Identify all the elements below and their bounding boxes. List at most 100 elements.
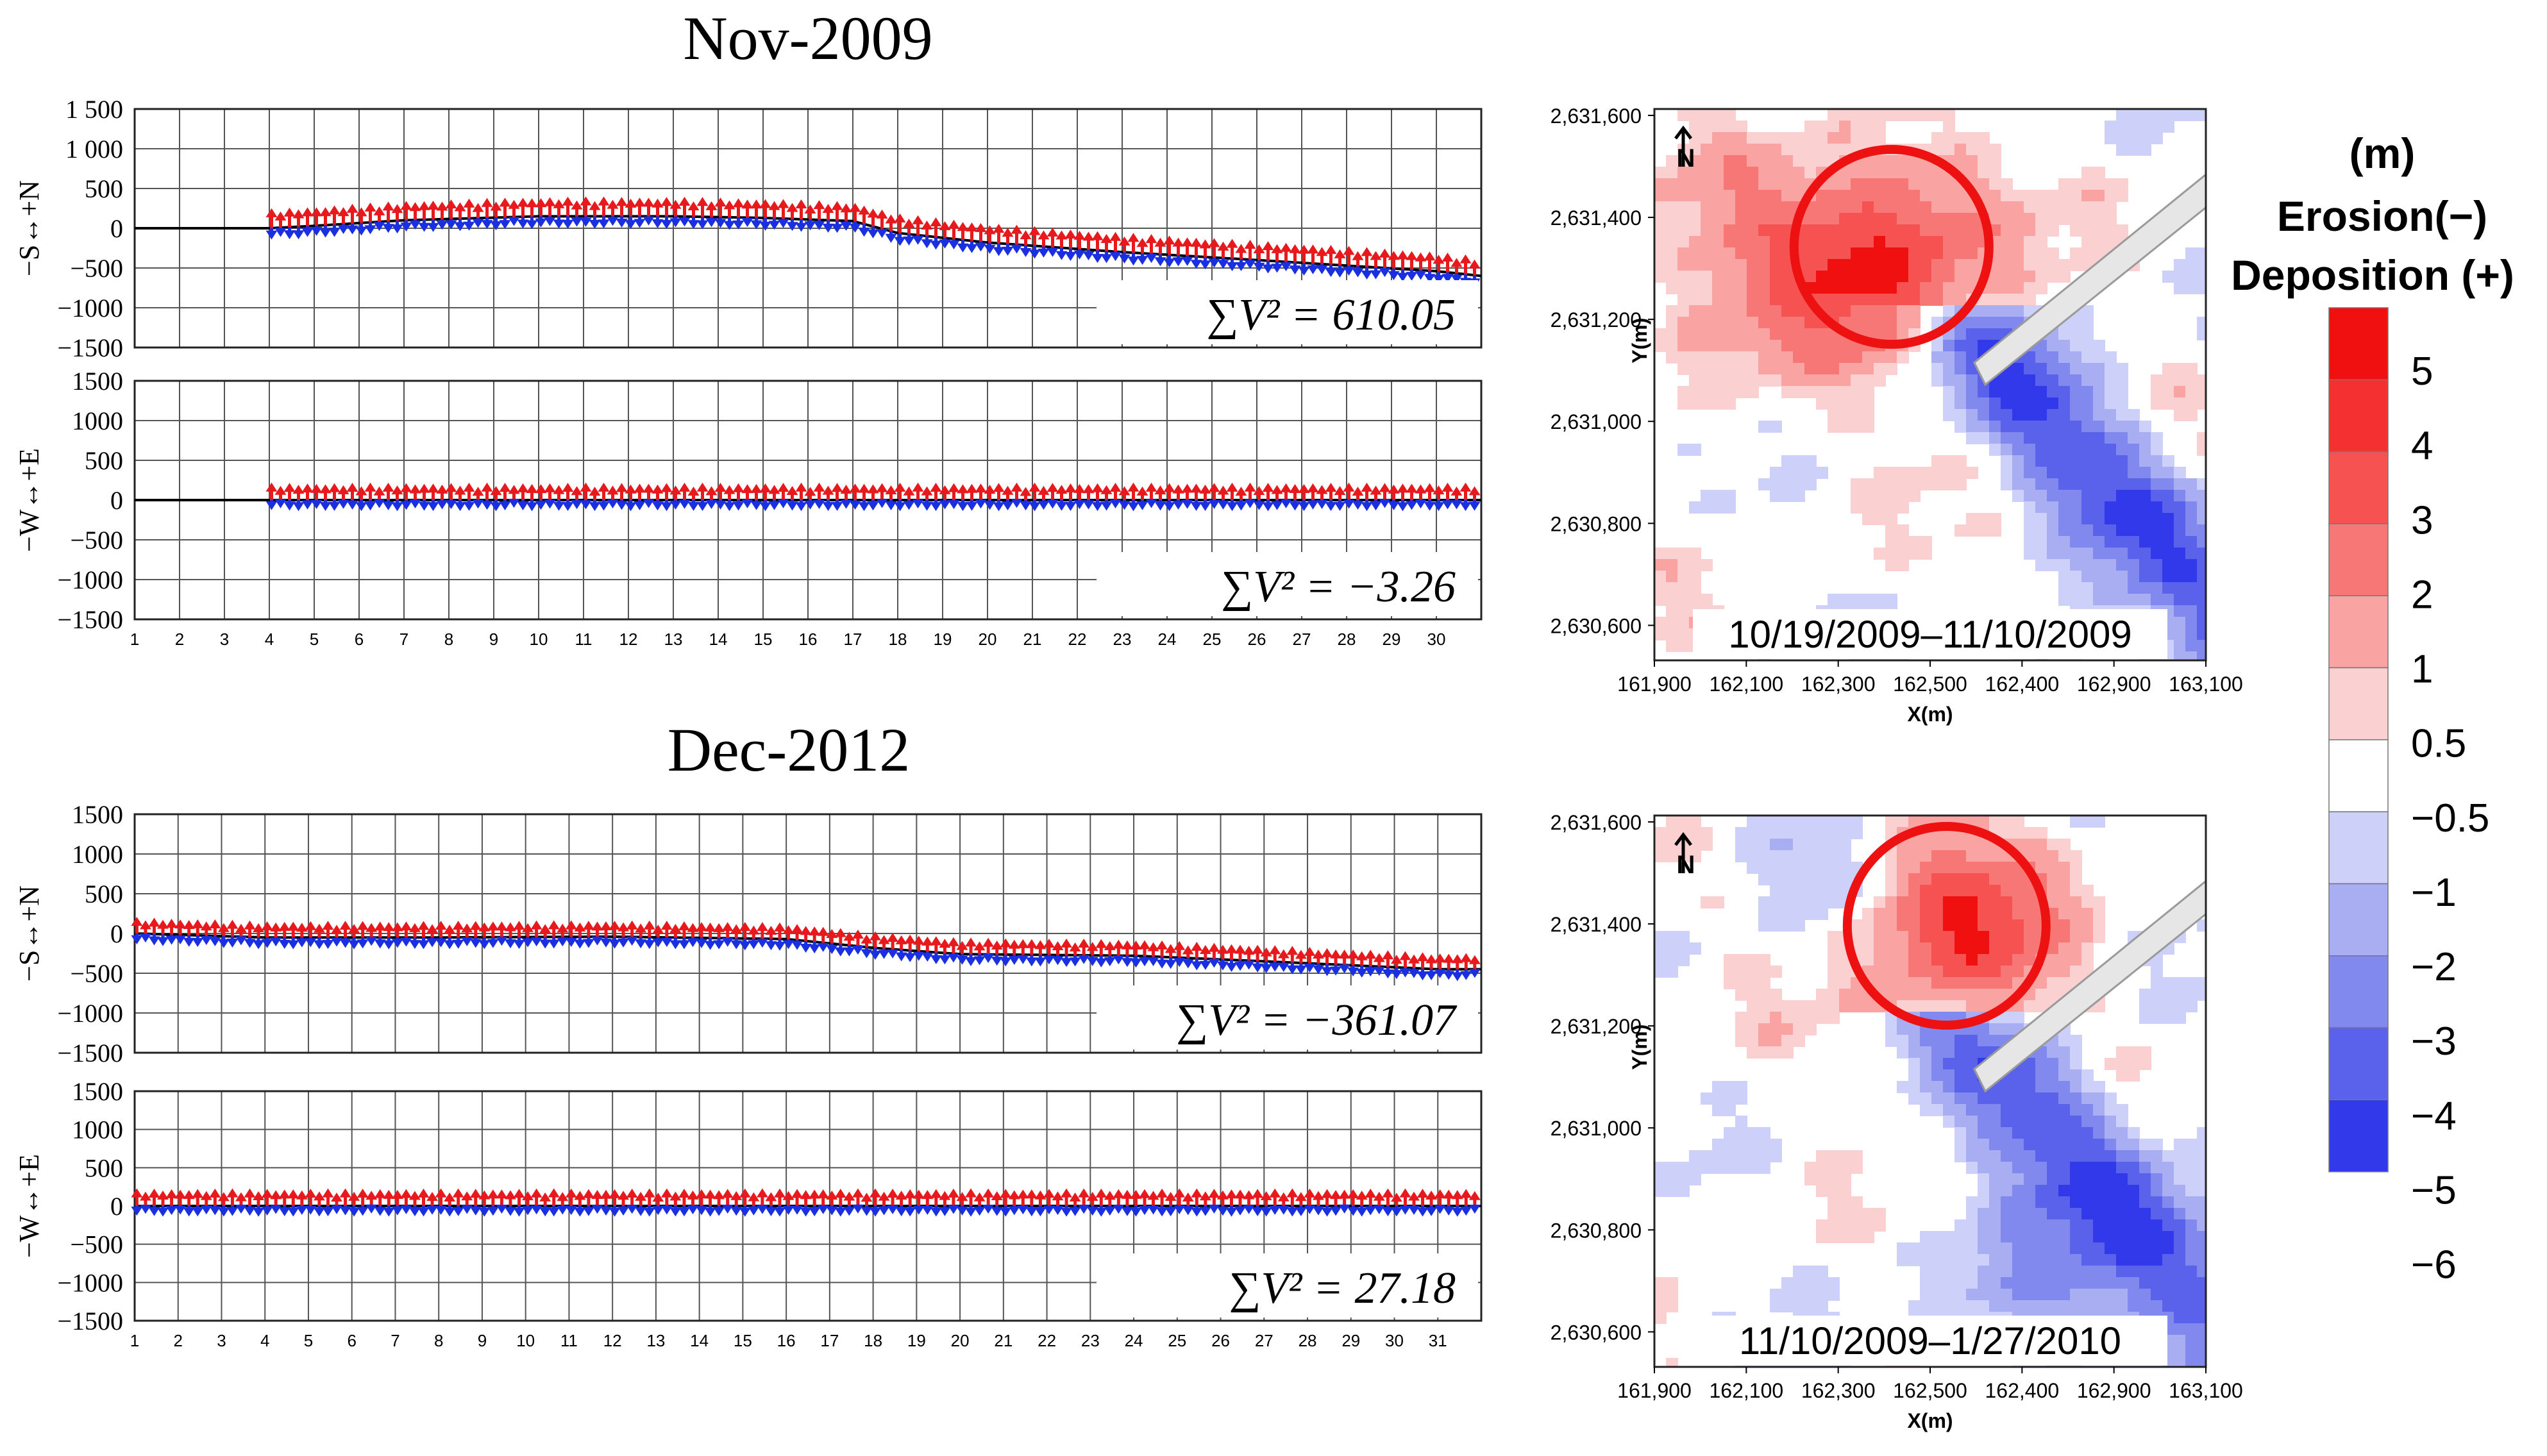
legend-label: −6 xyxy=(2411,1243,2457,1287)
deposition-arrowhead xyxy=(714,197,727,207)
deposition-arrowhead xyxy=(526,483,538,493)
deposition-arrowhead xyxy=(741,484,753,494)
erosion-arrowhead xyxy=(1253,501,1265,510)
deposition-arrowhead xyxy=(1307,483,1319,492)
deposition-arrowhead xyxy=(1156,940,1168,950)
deposition-arrowhead xyxy=(834,1189,846,1198)
y-tick-label: 500 xyxy=(85,880,123,908)
deposition-arrowhead xyxy=(1002,485,1014,495)
deposition-arrowhead xyxy=(804,487,816,496)
erosion-arrowhead xyxy=(885,233,897,243)
deposition-arrowhead xyxy=(383,1189,395,1199)
erosion-arrowhead xyxy=(732,220,744,230)
erosion-arrowhead xyxy=(1316,499,1328,509)
erosion-arrowhead xyxy=(696,501,709,511)
erosion-arrowhead xyxy=(499,220,511,230)
deposition-arrowhead xyxy=(355,486,367,496)
deposition-arrowhead xyxy=(1154,485,1166,495)
deposition-arrowhead xyxy=(513,921,525,930)
y-tick-label: 1500 xyxy=(72,800,123,829)
deposition-arrowhead xyxy=(669,199,682,209)
erosion-arrowhead xyxy=(750,501,762,510)
erosion-arrowhead xyxy=(600,1207,612,1216)
x-tick-label: 23 xyxy=(1113,630,1132,649)
deposition-arrowhead xyxy=(400,921,412,931)
y-tick-label: 1 000 xyxy=(65,135,123,163)
x-tick-label: 31 xyxy=(1429,1331,1447,1350)
y-tick-label: −1000 xyxy=(57,1268,123,1297)
deposition-arrowhead xyxy=(1262,241,1274,251)
north-arrow-icon xyxy=(1674,832,1692,873)
legend-swatch xyxy=(2328,307,2389,381)
deposition-arrowhead xyxy=(1269,945,1281,955)
deposition-arrowhead xyxy=(346,203,358,213)
erosion-arrowhead xyxy=(1191,1207,1203,1217)
deposition-arrowhead xyxy=(993,224,1005,233)
deposition-arrowhead xyxy=(652,925,664,934)
erosion-arrowhead xyxy=(903,236,915,246)
deposition-arrowhead xyxy=(1082,231,1095,241)
erosion-arrowhead xyxy=(643,1207,655,1217)
deposition-arrowhead xyxy=(1459,482,1472,492)
erosion-arrowhead xyxy=(1091,502,1104,512)
deposition-arrowhead xyxy=(539,1192,551,1201)
deposition-arrowhead xyxy=(887,1189,899,1198)
erosion-arrowhead xyxy=(1163,502,1175,512)
deposition-arrowhead xyxy=(574,922,586,932)
x-tick-label: 1 xyxy=(130,1331,139,1350)
erosion-arrowhead xyxy=(1243,960,1255,970)
erosion-arrowhead xyxy=(1373,1205,1385,1214)
erosion-arrowhead xyxy=(957,243,969,253)
erosion-arrowhead xyxy=(1289,501,1301,511)
erosion-arrowhead xyxy=(1172,257,1184,267)
erosion-arrowhead xyxy=(508,217,520,226)
deposition-arrowhead xyxy=(328,205,340,215)
erosion-arrowhead xyxy=(930,1207,942,1217)
deposition-arrowhead xyxy=(1182,945,1194,955)
deposition-arrowhead xyxy=(930,217,942,227)
deposition-arrowhead xyxy=(391,204,403,213)
deposition-arrowhead xyxy=(791,1189,803,1198)
deposition-arrowhead xyxy=(1289,244,1301,253)
erosion-arrowhead xyxy=(1370,501,1382,511)
erosion-arrowhead xyxy=(973,1207,986,1216)
erosion-arrowhead xyxy=(1280,499,1292,508)
erosion-arrowhead xyxy=(1416,971,1429,981)
erosion-arrowhead xyxy=(426,1205,439,1215)
erosion-arrowhead xyxy=(1104,957,1116,967)
erosion-arrowhead xyxy=(777,219,789,228)
deposition-arrowhead xyxy=(1025,1189,1038,1199)
erosion-arrowhead xyxy=(1208,958,1220,968)
deposition-arrowhead xyxy=(939,939,951,948)
deposition-arrowhead xyxy=(652,1192,664,1202)
erosion-arrowhead xyxy=(1136,256,1148,265)
deposition-arrowhead xyxy=(817,1189,829,1198)
erosion-arrowhead xyxy=(669,1207,682,1217)
deposition-arrowhead xyxy=(773,1188,786,1198)
erosion-arrowhead xyxy=(1086,1207,1098,1216)
deposition-arrowhead xyxy=(373,206,385,215)
x-tick-label: 5 xyxy=(304,1331,313,1350)
x-tick-label: 30 xyxy=(1427,630,1446,649)
deposition-arrowhead xyxy=(1338,950,1350,959)
deposition-arrowhead xyxy=(1002,228,1014,237)
erosion-arrowhead xyxy=(618,938,630,948)
erosion-arrowhead xyxy=(1260,964,1272,973)
erosion-arrowhead xyxy=(894,237,906,246)
erosion-arrowhead xyxy=(1047,247,1059,257)
erosion-arrowhead xyxy=(217,939,230,948)
map-x-tick-label: 162,400 xyxy=(1985,1379,2059,1402)
deposition-arrowhead xyxy=(1191,1188,1203,1198)
deposition-arrowhead xyxy=(539,924,551,933)
erosion-arrowhead xyxy=(417,940,430,950)
deposition-arrowhead xyxy=(1338,1189,1350,1199)
erosion-arrowhead xyxy=(1073,250,1086,260)
erosion-arrowhead xyxy=(1025,1207,1038,1217)
erosion-arrowhead xyxy=(625,220,637,230)
erosion-arrowhead xyxy=(418,222,430,232)
deposition-arrowhead xyxy=(292,485,305,494)
erosion-arrowhead xyxy=(487,1207,499,1216)
deposition-arrowhead xyxy=(1271,485,1283,494)
erosion-arrowhead xyxy=(1406,501,1418,510)
erosion-arrowhead xyxy=(1408,969,1420,978)
